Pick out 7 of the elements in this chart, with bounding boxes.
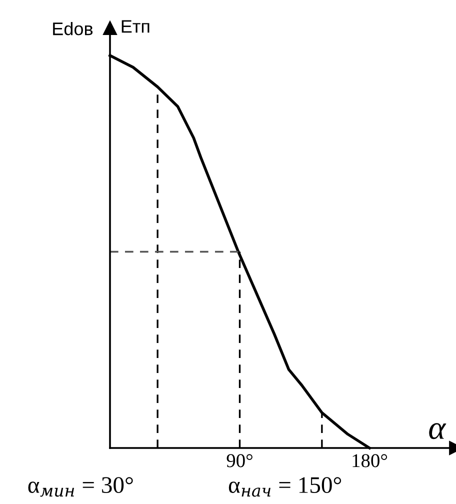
- y-axis-title: Етп: [122, 20, 150, 33]
- x-tick-label: 90°: [226, 454, 252, 468]
- x-tick-label: 180°: [352, 454, 388, 468]
- text: α$_{мин}$ = 30°: [28, 477, 133, 497]
- x-axis-title: α: [429, 423, 446, 440]
- annotation: Edов: [53, 22, 93, 36]
- text: α$_{нач}$ = 150°: [228, 477, 342, 497]
